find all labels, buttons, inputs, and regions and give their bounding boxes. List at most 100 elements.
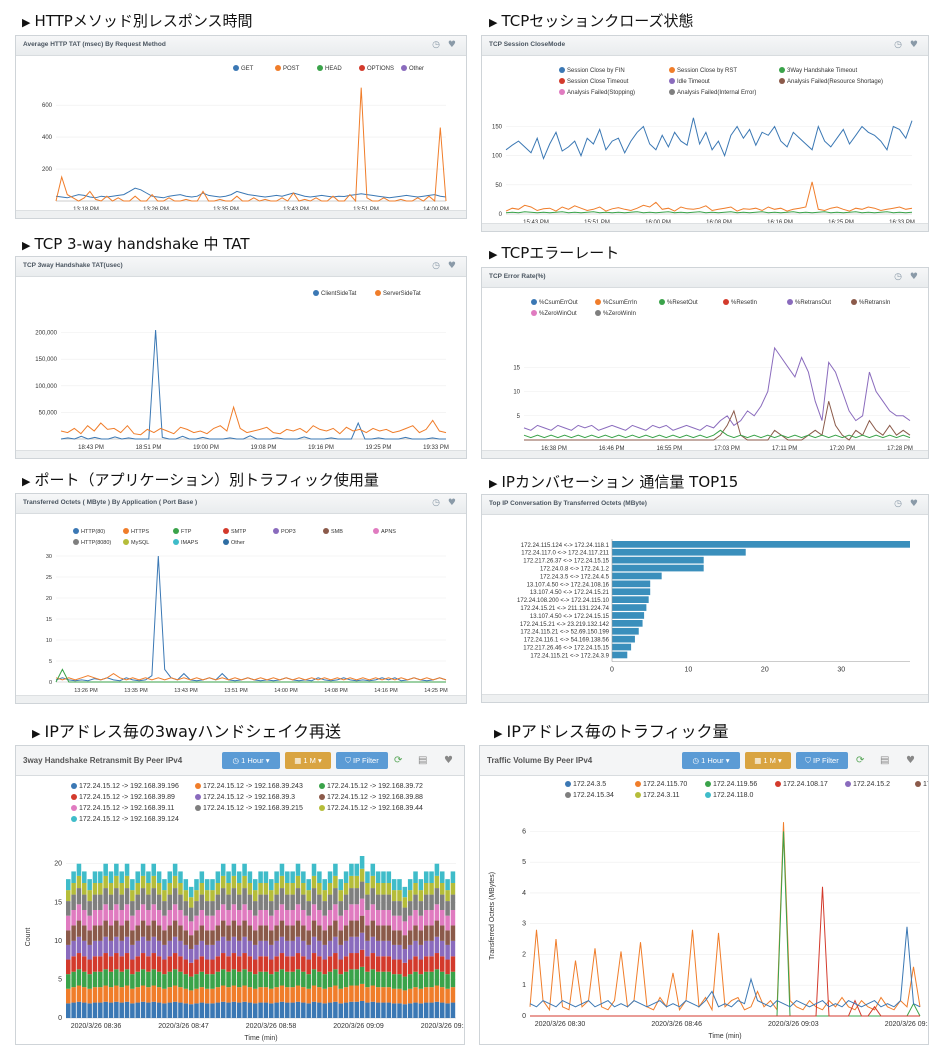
stack-segment [402,962,408,977]
stack-segment [162,915,167,931]
legend-dot [73,539,79,545]
stack-segment [370,969,376,986]
table-icon[interactable]: ▤ [418,755,428,766]
panel-title: Transferred Octets ( MByte ) By Applicat… [23,499,198,506]
legend-label: %CsumErrIn [603,300,637,306]
heart-icon[interactable]: ♥ [447,498,456,508]
clock-icon[interactable]: ◷ [432,40,440,50]
heart-icon[interactable]: ♥ [444,755,453,766]
legend-label: APNS [381,529,396,535]
stack-segment [434,875,440,889]
stack-segment [429,1002,434,1018]
stack-segment [370,1001,376,1018]
x-tick-label: 30 [837,667,845,674]
stack-segment [199,910,205,926]
stack-segment [439,910,445,926]
stack-segment [413,971,418,988]
clock-icon[interactable]: ◷ [432,261,440,271]
stack-segment [439,1002,445,1018]
stack-segment [375,871,381,883]
chart-port-traffic: HTTP(80) HTTPS FTP SMTP POP3 SMB APNS HTTP(8080… [46,528,448,694]
stack-segment [156,987,162,1003]
stack-segment [119,910,124,926]
heart-icon[interactable]: ♥ [906,755,915,766]
panel-tcp-error: TCP Error Rate(%) ◷ ♥ %CsumErrOut %CsumErr… [481,267,929,459]
heart-icon[interactable]: ♥ [447,261,456,271]
stack-segment [322,944,327,960]
bar-label: 172.24.0.8 <-> 172.24.1.2 [540,567,610,573]
clock-icon[interactable]: ◷ [894,499,902,509]
stack-segment [290,987,295,1003]
bar [612,564,704,572]
interval-button[interactable]: ▦ 1 M ▾ [745,752,791,769]
stack-segment [349,920,354,937]
bar [612,643,632,651]
clock-icon[interactable]: ◷ [894,40,902,50]
legend-label: Session Close Timeout [567,79,629,85]
y-axis-title: Count [25,928,32,947]
stack-segment [215,956,221,972]
stack-segment [92,910,98,926]
legend-dot [323,528,329,534]
stack-segment [156,1002,162,1018]
stack-segment [135,956,140,972]
stack-segment [210,915,215,931]
bar [612,596,649,603]
stack-segment [423,894,429,910]
stack-segment [226,987,231,1003]
stack-segment [178,871,183,883]
stack-segment [183,879,189,891]
chart-ip-conv: 172.24.115.124 <-> 172.24.118.1 172.24.11… [517,539,910,674]
bar-label: 172.24.115.124 <-> 172.24.118.1 [521,543,610,549]
stack-segment [87,974,92,989]
stack-segment [397,974,402,989]
legend-label: 3Way Handshake Timeout [787,68,857,74]
x-tick-label: 19:33 PM [423,445,449,451]
y-tick-label: 50,000 [39,410,58,416]
y-tick-label: 50 [495,183,502,189]
stack-segment [359,966,365,984]
stack-segment [274,940,279,957]
stack-segment [407,988,413,1004]
stack-segment [130,959,135,975]
table-icon[interactable]: ▤ [880,755,890,766]
stack-segment [242,888,247,905]
heart-icon[interactable]: ♥ [909,272,918,282]
time-range-button[interactable]: ◷ 1 Hour ▾ [682,752,740,769]
stack-segment [423,871,429,883]
ip-filter-button[interactable]: ⛉ IP Filter [336,752,388,769]
stack-segment [226,1002,231,1018]
clock-icon[interactable]: ◷ [894,272,902,282]
heart-icon[interactable]: ♥ [447,40,456,50]
stack-segment [172,888,178,905]
stack-segment [301,910,306,926]
heart-icon[interactable]: ♥ [909,499,918,509]
stack-segment [423,910,429,926]
stack-segment [333,863,338,876]
stack-segment [82,987,87,1003]
stack-segment [290,925,295,941]
refresh-icon[interactable]: ⟳ [856,755,865,766]
stack-segment [445,890,450,902]
stack-segment [178,883,183,895]
ip-filter-button[interactable]: ⛉ IP Filter [796,752,848,769]
stack-segment [322,890,327,902]
stack-segment [295,985,301,1002]
stack-segment [162,1003,167,1018]
heart-icon[interactable]: ♥ [909,40,918,50]
stack-segment [226,871,231,883]
x-tick-label: 2020/3/26 09:09 [333,1023,384,1030]
stack-segment [349,985,354,1002]
stack-segment [119,940,124,957]
stack-segment [269,988,274,1004]
stack-segment [386,956,392,972]
clock-icon[interactable]: ◷ [432,498,440,508]
stack-segment [370,985,376,1002]
chart-retransmit: 172.24.15.12 -> 192.168.39.196 172.24.15.… [25,783,464,1042]
stack-segment [258,987,263,1003]
interval-button[interactable]: ▦ 1 M ▾ [285,752,331,769]
time-range-button[interactable]: ◷ 1 Hour ▾ [222,752,280,769]
y-tick-label: 10 [513,390,520,396]
stack-segment [338,890,344,902]
refresh-icon[interactable]: ⟳ [394,755,403,766]
